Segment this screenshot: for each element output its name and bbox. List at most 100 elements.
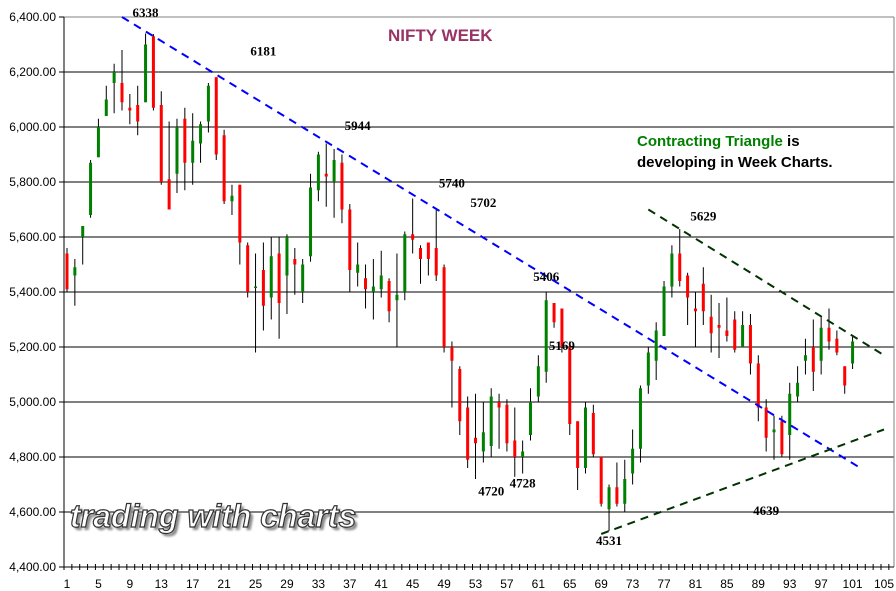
- candle: [277, 237, 281, 339]
- y-tick-label: 5,600.00: [9, 230, 56, 244]
- candle-body: [450, 347, 454, 361]
- price-annotation: 5629: [690, 209, 717, 224]
- candle: [654, 322, 658, 380]
- candle-body: [811, 347, 815, 372]
- candle: [175, 118, 179, 193]
- candle: [835, 330, 839, 356]
- x-tick-label: 105: [874, 577, 894, 591]
- candle-body: [827, 327, 831, 342]
- candle-body: [851, 341, 855, 364]
- candle-body: [89, 162, 93, 215]
- candle: [591, 404, 595, 457]
- candle: [379, 250, 383, 298]
- candle-body: [693, 308, 697, 312]
- candle: [733, 311, 737, 353]
- candle: [261, 242, 265, 331]
- candle: [426, 242, 430, 276]
- candle: [489, 388, 493, 457]
- candle: [466, 396, 470, 468]
- candle-body: [309, 187, 313, 257]
- candle: [371, 259, 375, 320]
- candle: [214, 77, 218, 160]
- candle-body: [623, 479, 627, 504]
- candle: [693, 292, 697, 347]
- x-tick-label: 73: [626, 577, 640, 591]
- y-tick-label: 4,400.00: [9, 560, 56, 574]
- candle: [646, 347, 650, 394]
- candle-body: [348, 209, 352, 270]
- candle: [199, 121, 203, 163]
- candle-body: [544, 300, 548, 372]
- candle: [167, 121, 171, 210]
- candle-body: [434, 248, 438, 276]
- candle-body: [340, 162, 344, 210]
- candle: [332, 149, 336, 218]
- candle: [772, 415, 776, 460]
- price-annotations: 6338 6181 5944 5740 5702 5406 5169 4720 4728 4531…: [133, 5, 780, 548]
- note-line1-rest: is: [782, 133, 800, 150]
- x-tick-label: 5: [95, 577, 102, 591]
- candle-body: [662, 286, 666, 336]
- candle-body: [819, 327, 823, 361]
- candle: [623, 459, 627, 512]
- candle: [513, 407, 517, 477]
- note-highlight: Contracting Triangle: [637, 133, 783, 150]
- price-annotation: 5406: [533, 269, 560, 284]
- candle-body: [356, 264, 360, 273]
- candle: [65, 248, 69, 292]
- x-tick-label: 37: [343, 577, 357, 591]
- candle-body: [96, 127, 100, 158]
- candle: [144, 33, 148, 103]
- candle: [607, 484, 611, 531]
- x-tick-label: 93: [783, 577, 797, 591]
- candle-body: [717, 325, 721, 328]
- x-tick-label: 21: [217, 577, 231, 591]
- candle-body: [159, 105, 163, 182]
- candle: [151, 34, 155, 111]
- candle: [599, 457, 603, 507]
- x-tick-label: 97: [814, 577, 828, 591]
- candle-body: [199, 124, 203, 144]
- candle-body: [489, 396, 493, 446]
- candle-body: [631, 448, 635, 474]
- candle: [725, 297, 729, 342]
- x-tick-label: 81: [689, 577, 703, 591]
- price-annotation: 4531: [596, 533, 622, 548]
- candle-body: [285, 237, 289, 276]
- candle-body: [474, 437, 477, 444]
- candle: [411, 198, 415, 254]
- y-tick-label: 6,200.00: [9, 65, 56, 79]
- candle-body: [206, 85, 210, 122]
- candle-body: [112, 72, 116, 83]
- x-tick-label: 41: [375, 577, 389, 591]
- candle: [246, 242, 250, 298]
- candle: [81, 226, 85, 265]
- candle: [356, 242, 360, 287]
- candle-body: [458, 369, 462, 422]
- candle-body: [741, 325, 745, 347]
- candle-body: [646, 352, 650, 386]
- candle: [136, 85, 140, 136]
- candle: [419, 245, 423, 284]
- candle-body: [419, 248, 423, 259]
- candle: [285, 234, 289, 314]
- candle: [811, 319, 815, 391]
- candle-body: [709, 316, 713, 334]
- candle-body: [73, 267, 77, 276]
- candle-body: [678, 253, 682, 281]
- candle-body: [466, 407, 470, 460]
- candle: [458, 366, 462, 435]
- candle: [183, 107, 187, 191]
- pattern-note: Contracting Triangle is developing in We…: [637, 131, 833, 173]
- candle: [395, 253, 399, 347]
- candle: [340, 154, 344, 224]
- x-tick-label: 33: [312, 577, 326, 591]
- y-tick-label: 4,600.00: [9, 505, 56, 519]
- candle: [615, 462, 619, 507]
- candle-body: [521, 451, 525, 457]
- candle: [434, 208, 438, 281]
- candle-body: [497, 402, 501, 408]
- price-annotation: 4639: [753, 503, 780, 518]
- price-annotation: 5169: [549, 338, 576, 353]
- candle-body: [756, 363, 760, 408]
